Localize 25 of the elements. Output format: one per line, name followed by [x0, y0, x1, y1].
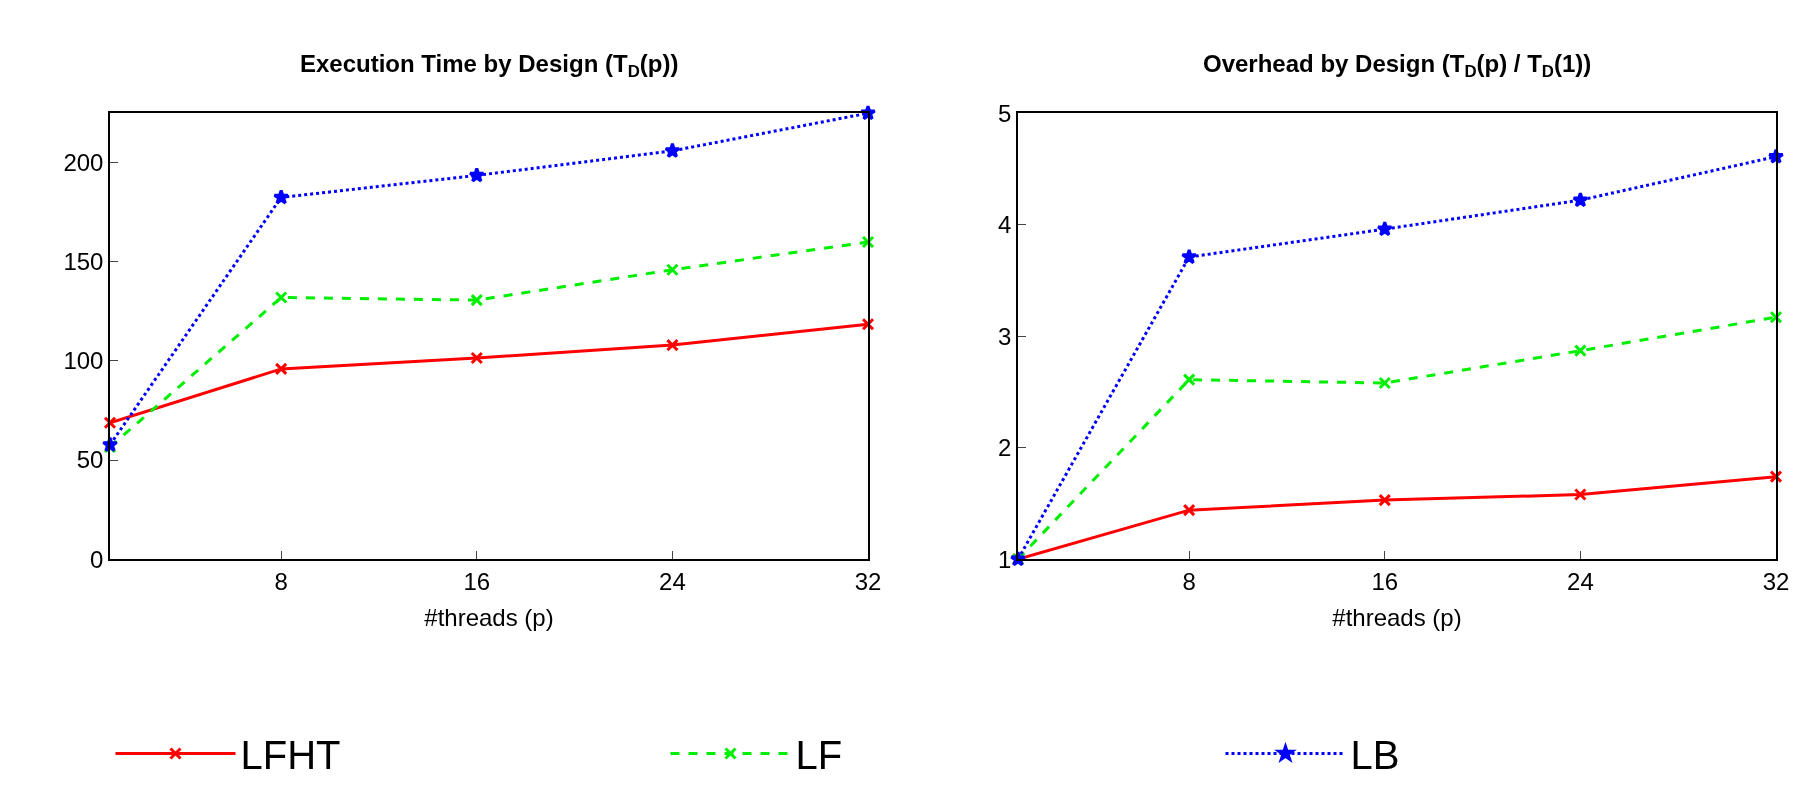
- x-tick-label: 16: [463, 567, 491, 595]
- x-tick-label: 8: [274, 567, 288, 595]
- y-tick-label: 100: [63, 347, 104, 375]
- y-tick-label: 4: [998, 211, 1012, 239]
- x-tick-label: 32: [1762, 567, 1790, 595]
- y-tick-label: 150: [63, 248, 104, 276]
- x-axis-title: #threads (p): [1332, 603, 1462, 631]
- legend-label: LFHT: [240, 733, 341, 778]
- x-tick-label: 16: [1371, 567, 1399, 595]
- y-tick-label: 2: [998, 434, 1012, 462]
- y-tick-label: 5: [998, 99, 1012, 127]
- x-tick-label: 24: [1567, 567, 1594, 595]
- chart-title: Execution Time by Design (T$_{D}$(p)): [300, 50, 679, 82]
- x-tick-label: 24: [659, 567, 686, 595]
- legend-label: LB: [1350, 733, 1400, 778]
- chart-title: Overhead by Design (T$_{D}$(p) / T$_{D}$(1)): [1203, 50, 1592, 82]
- y-tick-label: 1: [998, 545, 1012, 573]
- y-tick-label: 0: [90, 545, 104, 573]
- y-tick-label: 200: [63, 149, 104, 177]
- x-tick-label: 32: [854, 567, 882, 595]
- x-tick-label: 8: [1182, 567, 1196, 595]
- x-axis-title: #threads (p): [424, 603, 554, 631]
- y-tick-label: 50: [76, 446, 104, 474]
- legend-label: LF: [795, 733, 843, 778]
- y-tick-label: 3: [998, 322, 1012, 350]
